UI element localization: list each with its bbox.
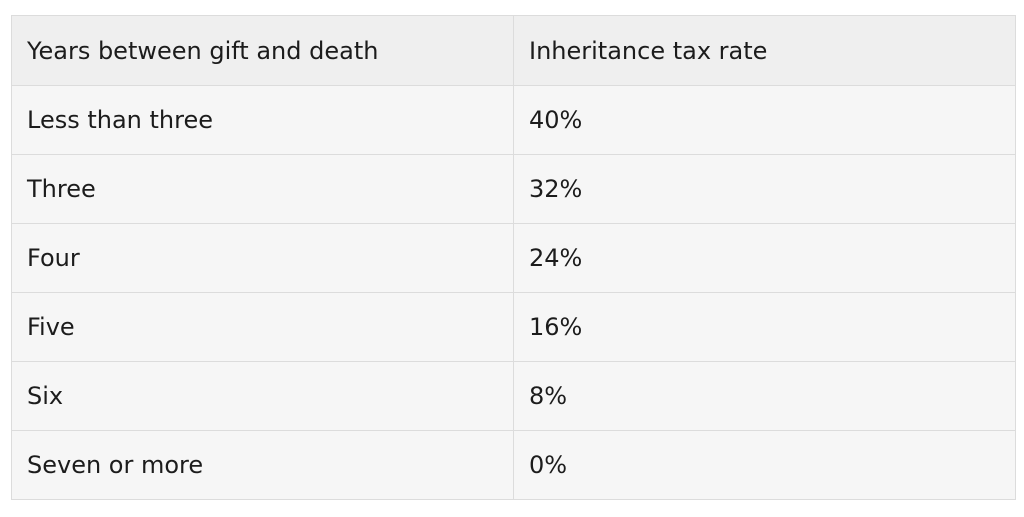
table-row: Four 24% — [11, 223, 1016, 293]
table-row: Seven or more 0% — [11, 430, 1016, 500]
table-header: Years between gift and death Inheritance… — [11, 15, 1016, 86]
years-cell: Less than three — [11, 85, 514, 155]
years-cell: Six — [11, 361, 514, 431]
years-cell: Three — [11, 154, 514, 224]
years-cell: Four — [11, 223, 514, 293]
rate-cell: 32% — [513, 154, 1016, 224]
table-row: Six 8% — [11, 361, 1016, 431]
table-row: Less than three 40% — [11, 85, 1016, 155]
rate-cell: 24% — [513, 223, 1016, 293]
rate-cell: 40% — [513, 85, 1016, 155]
table-row: Three 32% — [11, 154, 1016, 224]
header-years: Years between gift and death — [11, 15, 514, 86]
table-row: Five 16% — [11, 292, 1016, 362]
inheritance-tax-table: Years between gift and death Inheritance… — [11, 15, 1016, 500]
rate-cell: 8% — [513, 361, 1016, 431]
header-row: Years between gift and death Inheritance… — [11, 15, 1016, 86]
years-cell: Seven or more — [11, 430, 514, 500]
header-rate: Inheritance tax rate — [513, 15, 1016, 86]
rate-cell: 0% — [513, 430, 1016, 500]
table-body: Less than three 40% Three 32% Four 24% F… — [11, 85, 1016, 500]
rate-cell: 16% — [513, 292, 1016, 362]
inheritance-tax-table-container: Years between gift and death Inheritance… — [11, 15, 1016, 500]
years-cell: Five — [11, 292, 514, 362]
